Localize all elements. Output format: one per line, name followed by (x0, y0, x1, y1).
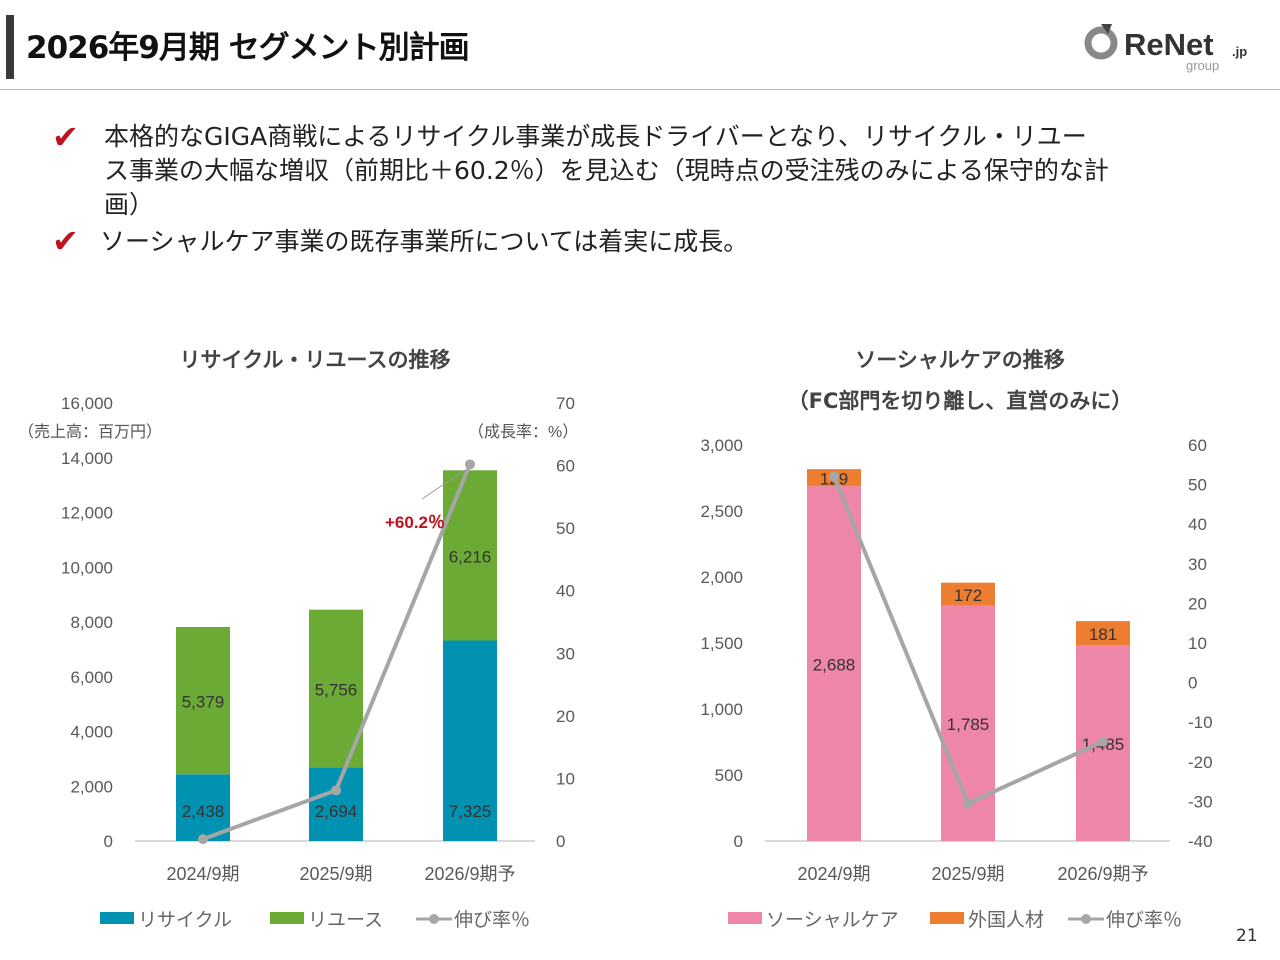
chart1-ylabel: （売上高：百万円） (18, 424, 163, 441)
check-icon: ✔ (52, 222, 79, 260)
y2-tick-label: 0 (1188, 674, 1197, 693)
y2-tick-label: 60 (1188, 436, 1207, 455)
svg-text:.jp: .jp (1232, 44, 1247, 59)
page-number: 21 (1236, 926, 1258, 946)
y2-tick-label: 30 (556, 644, 575, 663)
x-tick-label: 2026/9期予 (424, 864, 515, 884)
y2-tick-label: 20 (556, 707, 575, 726)
header-divider (0, 89, 1280, 90)
bar-recycle (443, 640, 497, 841)
y-tick-label: 3,000 (700, 436, 743, 455)
legend-label: 伸び率％ (454, 909, 530, 931)
legend-label: 外国人材 (968, 909, 1044, 931)
x-tick-label: 2026/9期予 (1057, 864, 1148, 884)
data-label-reuse: 5,756 (315, 680, 358, 699)
y-tick-label: 6,000 (70, 668, 113, 687)
growth-annotation: +60.2％ (385, 513, 445, 532)
y2-tick-label: -20 (1188, 753, 1213, 772)
bullet-2: ソーシャルケア事業の既存事業所については着実に成長。 (100, 227, 749, 256)
growth-point (331, 785, 341, 796)
data-label-recycle: 2,694 (315, 802, 358, 821)
y-tick-label: 8,000 (70, 613, 113, 632)
growth-point (465, 459, 475, 470)
y-tick-label: 1,000 (700, 700, 743, 719)
legend-label: 伸び率％ (1106, 909, 1182, 931)
x-tick-label: 2024/9期 (797, 864, 870, 884)
y2-tick-label: 30 (1188, 555, 1207, 574)
x-tick-label: 2024/9期 (166, 864, 239, 884)
data-label-recycle: 2,438 (182, 802, 225, 821)
y2-tick-label: 50 (1188, 476, 1207, 495)
y2-tick-label: 10 (556, 769, 575, 788)
legend-swatch-reuse (270, 912, 304, 924)
legend-swatch-growth-dot (429, 914, 439, 924)
bar-socialcare (807, 486, 861, 841)
y2-tick-label: -10 (1188, 713, 1213, 732)
legend-swatch-recycle (100, 912, 134, 924)
y-tick-label: 10,000 (61, 558, 113, 577)
growth-point (829, 471, 839, 482)
bar-reuse (176, 627, 230, 775)
legend-swatch-foreign (930, 912, 964, 924)
data-label-recycle: 7,325 (449, 802, 492, 821)
y-tick-label: 14,000 (61, 449, 113, 468)
logo-text: ReNet (1124, 27, 1214, 62)
y2-tick-label: -30 (1188, 792, 1213, 811)
y2-tick-label: -40 (1188, 832, 1213, 851)
y-tick-label: 0 (734, 832, 743, 851)
y2-tick-label: 40 (1188, 515, 1207, 534)
legend-label: リユース (308, 910, 383, 931)
bar-reuse (309, 609, 363, 768)
y-tick-label: 16,000 (61, 394, 113, 413)
title-accent-bar (6, 15, 14, 79)
y-tick-label: 1,500 (700, 634, 743, 653)
page-title: 2026年9月期 セグメント別計画 (26, 30, 470, 66)
logo-arrow-icon: ReNet .jp group (1084, 24, 1247, 73)
data-label-foreign: 172 (954, 586, 982, 605)
y-tick-label: 0 (104, 832, 113, 851)
growth-point (1098, 736, 1108, 747)
x-tick-label: 2025/9期 (931, 864, 1004, 884)
legend-label: ソーシャルケア (766, 910, 899, 931)
bar-recycle (176, 774, 230, 841)
y-tick-label: 12,000 (61, 504, 113, 523)
bar-foreign (941, 582, 995, 606)
data-label-foreign: 181 (1089, 625, 1117, 644)
y2-tick-label: 70 (556, 394, 575, 413)
legend-swatch-socialcare (728, 912, 762, 924)
data-label-socialcare: 2,688 (813, 656, 856, 675)
x-tick-label: 2025/9期 (299, 864, 372, 884)
bar-recycle (309, 767, 363, 841)
legend-swatch-growth-dot (1081, 914, 1091, 924)
data-label-reuse: 6,216 (449, 547, 492, 566)
y-tick-label: 2,000 (700, 568, 743, 587)
data-label-reuse: 5,379 (182, 693, 225, 712)
chart1-title: リサイクル・リユースの推移 (179, 348, 451, 372)
bar-reuse (443, 470, 497, 641)
growth-point (198, 834, 208, 845)
chart2-subtitle: （FC部門を切り離し、直営のみに） (787, 389, 1133, 413)
y2-tick-label: 20 (1188, 594, 1207, 613)
data-label-socialcare: 1,785 (947, 715, 990, 734)
chart2-title: ソーシャルケアの推移 (855, 348, 1065, 372)
check-icon: ✔ (52, 118, 79, 156)
bar-foreign (1076, 621, 1130, 645)
legend-label: リサイクル (138, 909, 232, 931)
bullet-1: 本格的なGIGA商戦によるリサイクル事業が成長ドライバーとなり、リサイクル・リユ… (104, 122, 1109, 219)
chart1-y2label: （成長率：%） (468, 424, 579, 441)
y2-tick-label: 40 (556, 582, 575, 601)
y-tick-label: 500 (715, 766, 743, 785)
y2-tick-label: 0 (556, 832, 565, 851)
renet-logo: ReNet .jp group (1082, 20, 1262, 75)
svg-text:group: group (1186, 58, 1219, 73)
y2-tick-label: 10 (1188, 634, 1207, 653)
y-tick-label: 4,000 (70, 723, 113, 742)
y-tick-label: 2,000 (70, 777, 113, 796)
annotation-leader (421, 469, 466, 500)
y2-tick-label: 50 (556, 519, 575, 538)
growth-point (963, 798, 973, 809)
y-tick-label: 2,500 (700, 502, 743, 521)
y2-tick-label: 60 (556, 457, 575, 476)
